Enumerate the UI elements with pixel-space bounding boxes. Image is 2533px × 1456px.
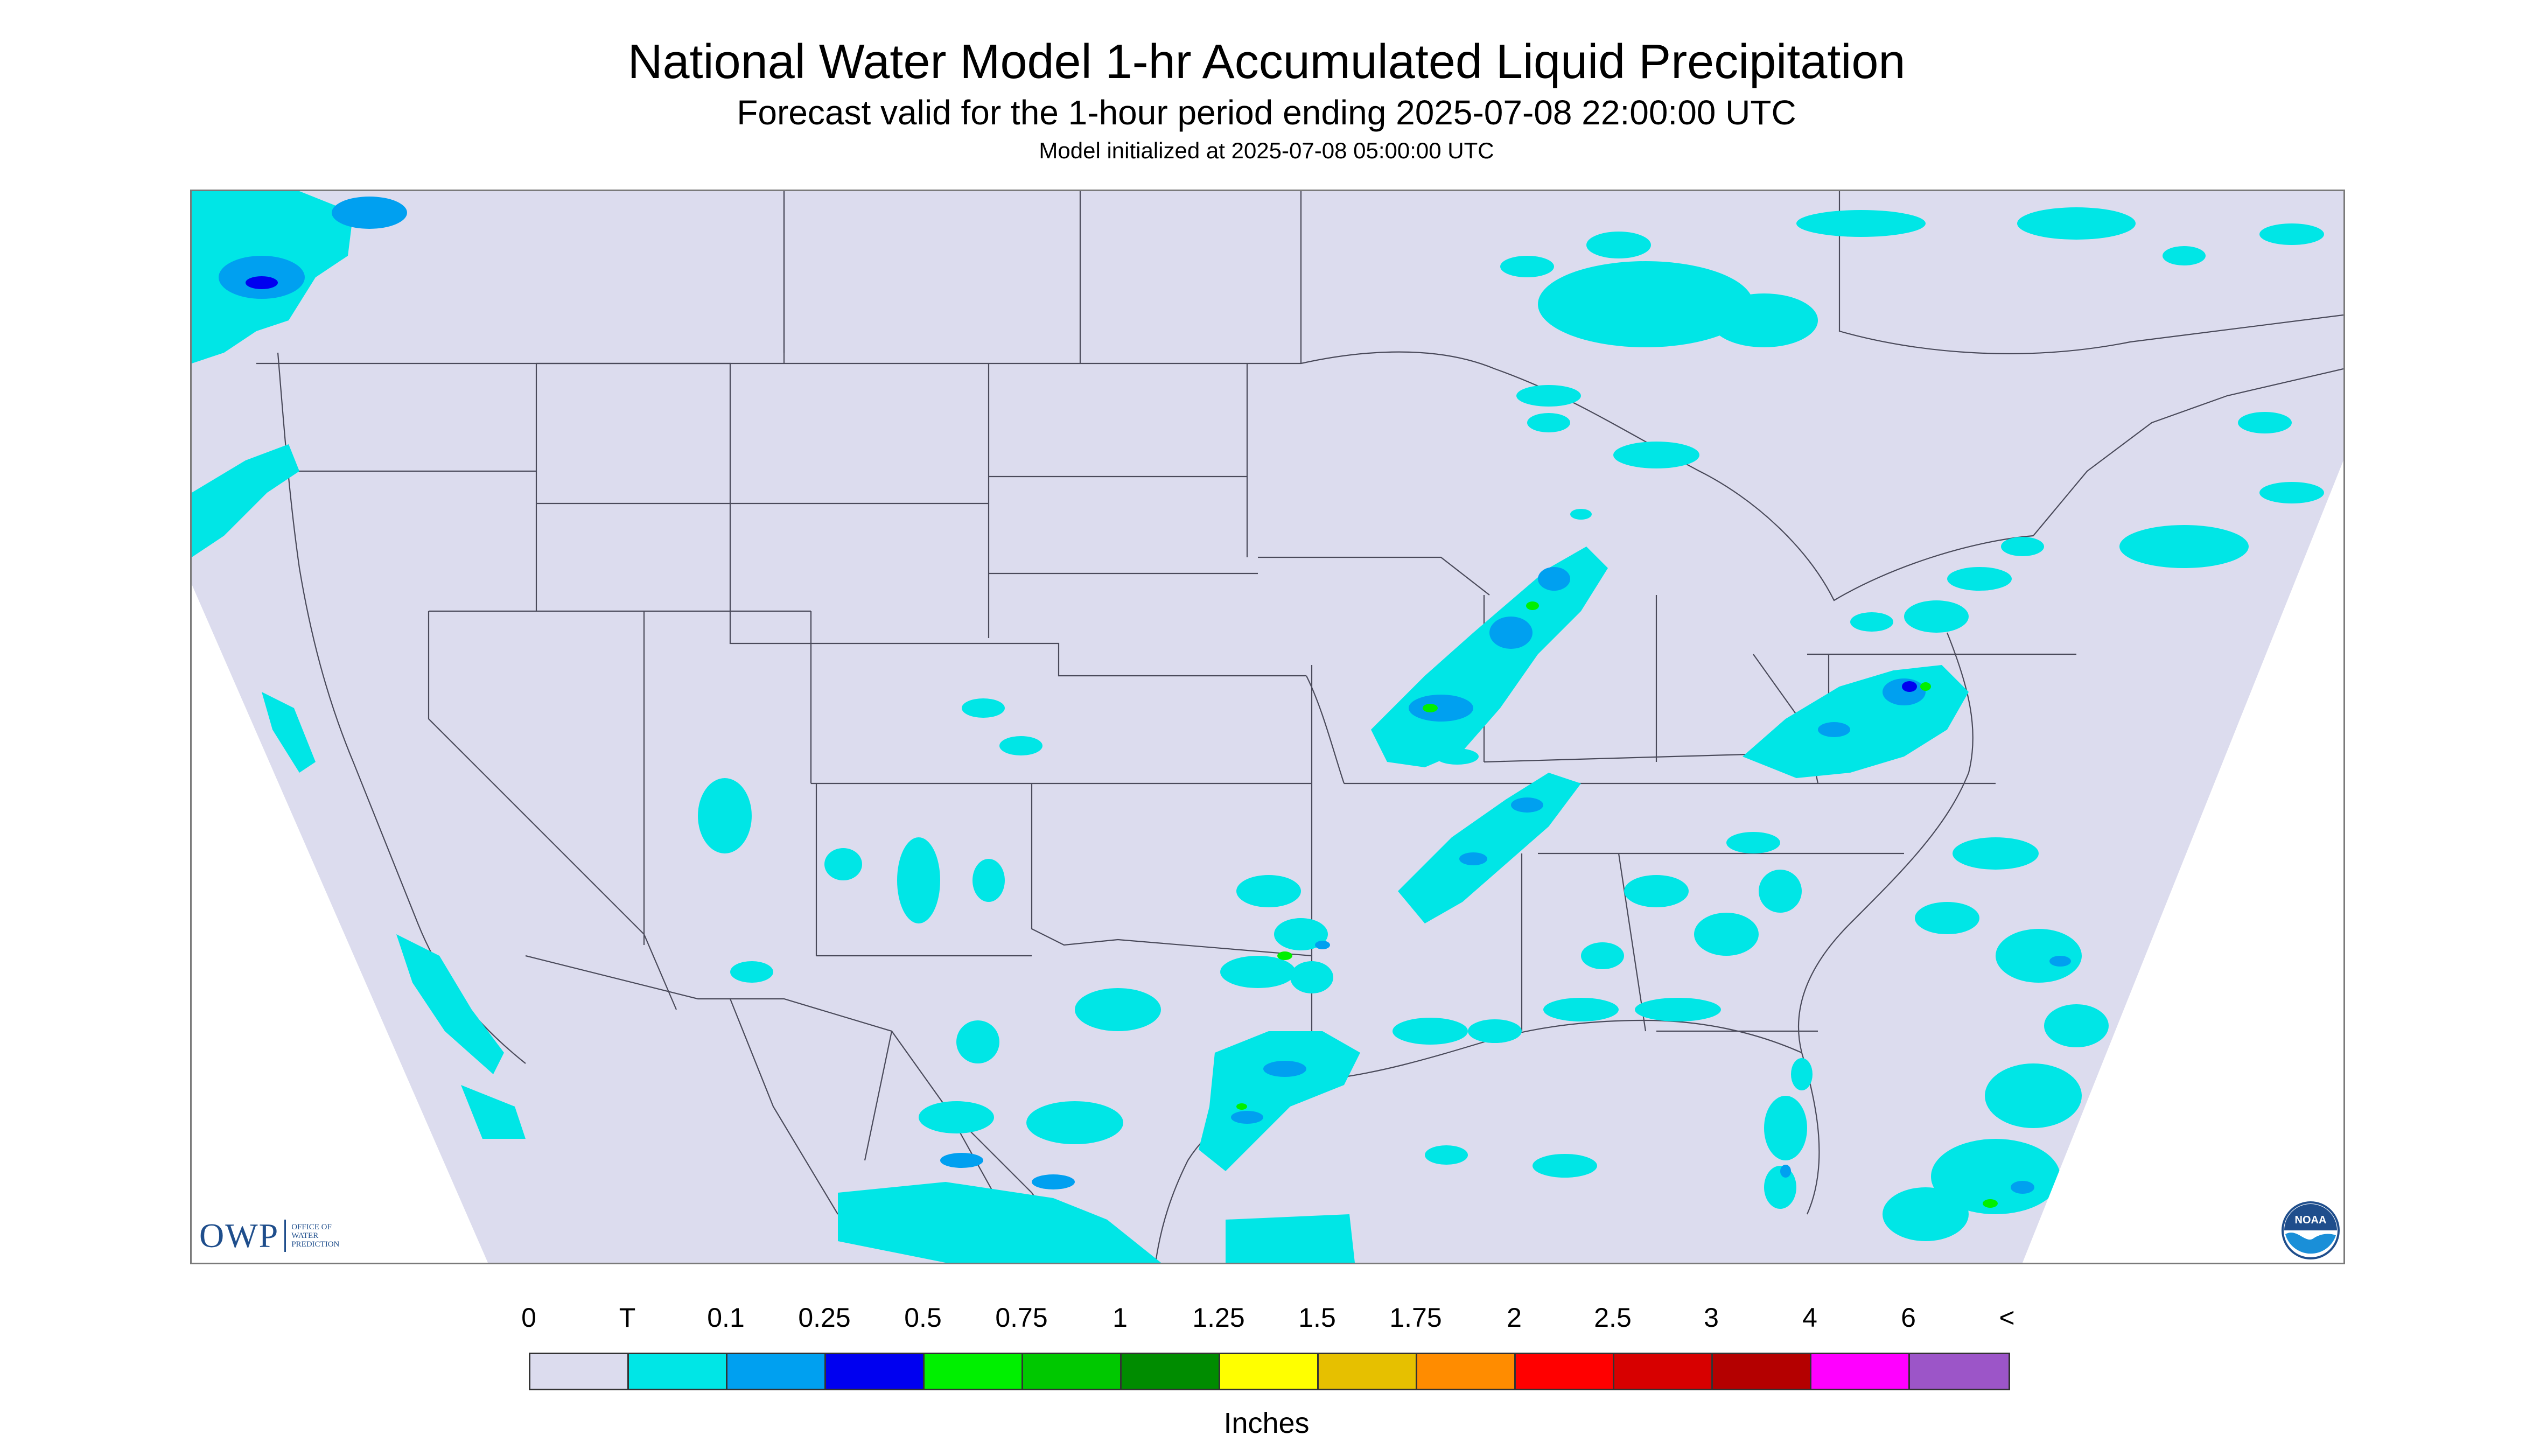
legend-swatch bbox=[1713, 1354, 1811, 1389]
chart-title: National Water Model 1-hr Accumulated Li… bbox=[627, 35, 1906, 89]
precip-cluster-florida bbox=[1764, 1058, 1813, 1209]
legend-tick-label: 1.25 bbox=[1192, 1303, 1245, 1333]
noaa-logo: NOAA bbox=[2282, 1201, 2340, 1259]
legend-tick-label: 1 bbox=[1112, 1303, 1128, 1333]
precip-cluster-pacific-northwest bbox=[192, 191, 526, 1139]
precip-cluster-upper-midwest-line bbox=[1371, 509, 1608, 767]
canada-line bbox=[783, 191, 2343, 363]
legend-tick-label: 4 bbox=[1802, 1303, 1817, 1333]
legend-tick-label: < bbox=[1999, 1303, 2015, 1333]
state-line bbox=[536, 362, 731, 505]
legend-swatch bbox=[1023, 1354, 1122, 1389]
legend-tick-label: 0.75 bbox=[995, 1303, 1048, 1333]
legend-swatch bbox=[727, 1354, 826, 1389]
precip-cluster-canada bbox=[1500, 207, 2324, 568]
precip-cluster-gulf-coast bbox=[1199, 998, 1721, 1178]
precip-cluster-southeast bbox=[1581, 832, 1802, 969]
legend-swatch bbox=[826, 1354, 925, 1389]
legend-swatch bbox=[1220, 1354, 1319, 1389]
state-line bbox=[811, 642, 1306, 677]
legend-tick-label: 0.25 bbox=[798, 1303, 851, 1333]
legend-tick-label: 2 bbox=[1507, 1303, 1522, 1333]
legend-swatch bbox=[1417, 1354, 1516, 1389]
owp-logo-divider bbox=[284, 1220, 286, 1252]
owp-logo: OWP OFFICE OF WATER PREDICTION bbox=[199, 1214, 339, 1257]
state-line bbox=[729, 503, 811, 645]
precip-cluster-mississippi-line bbox=[1220, 773, 1581, 993]
legend-swatch bbox=[1122, 1354, 1220, 1389]
precip-cluster-western-atlantic bbox=[1883, 837, 2109, 1241]
legend-swatch bbox=[1319, 1354, 1417, 1389]
legend-swatch bbox=[1910, 1354, 2009, 1389]
legend-tick-labels: 0 T 0.1 0.25 0.5 0.75 1 1.25 1.5 1.75 2 2.5 3 4 6 < bbox=[0, 1302, 2533, 1340]
state-line bbox=[1618, 853, 1647, 1032]
noaa-logo-text: NOAA bbox=[2295, 1214, 2327, 1226]
legend-swatch bbox=[530, 1354, 629, 1389]
state-line bbox=[1306, 675, 1345, 784]
legend-swatch bbox=[1516, 1354, 1614, 1389]
east-coastline bbox=[1797, 632, 1974, 1215]
legend-swatch bbox=[1614, 1354, 1713, 1389]
great-lakes-border bbox=[1300, 351, 2343, 601]
model-init-line: Model initialized at 2025-07-08 05:00:00… bbox=[1039, 138, 1494, 163]
owp-logo-letters: OWP bbox=[199, 1216, 279, 1255]
legend-tick-label: T bbox=[619, 1303, 636, 1333]
state-line bbox=[1258, 556, 1490, 596]
precip-cluster-southwest-monsoon bbox=[698, 698, 1355, 1263]
owp-logo-subtext: OFFICE OF WATER PREDICTION bbox=[291, 1223, 340, 1249]
state-line bbox=[1031, 783, 1312, 957]
state-line bbox=[428, 611, 677, 1010]
legend-tick-label: 3 bbox=[1704, 1303, 1719, 1333]
precipitation-map bbox=[190, 190, 2345, 1264]
precip-cluster-mid-atlantic bbox=[1743, 537, 2044, 778]
precipitation-areas bbox=[192, 191, 2324, 1263]
legend-tick-label: 2.5 bbox=[1594, 1303, 1632, 1333]
legend-tick-label: 0.1 bbox=[707, 1303, 745, 1333]
legend-tick-label: 1.5 bbox=[1298, 1303, 1336, 1333]
legend-colorbar bbox=[529, 1353, 2010, 1390]
legend-tick-label: 1.75 bbox=[1389, 1303, 1442, 1333]
chart-subtitle: Forecast valid for the 1-hour period end… bbox=[737, 93, 1796, 132]
legend-swatch bbox=[629, 1354, 727, 1389]
legend-tick-label: 6 bbox=[1901, 1303, 1916, 1333]
legend-units: Inches bbox=[1223, 1407, 1310, 1439]
legend-swatch bbox=[925, 1354, 1023, 1389]
legend-tick-label: 0 bbox=[521, 1303, 536, 1333]
legend-swatch bbox=[1811, 1354, 1910, 1389]
legend-tick-label: 0.5 bbox=[904, 1303, 942, 1333]
